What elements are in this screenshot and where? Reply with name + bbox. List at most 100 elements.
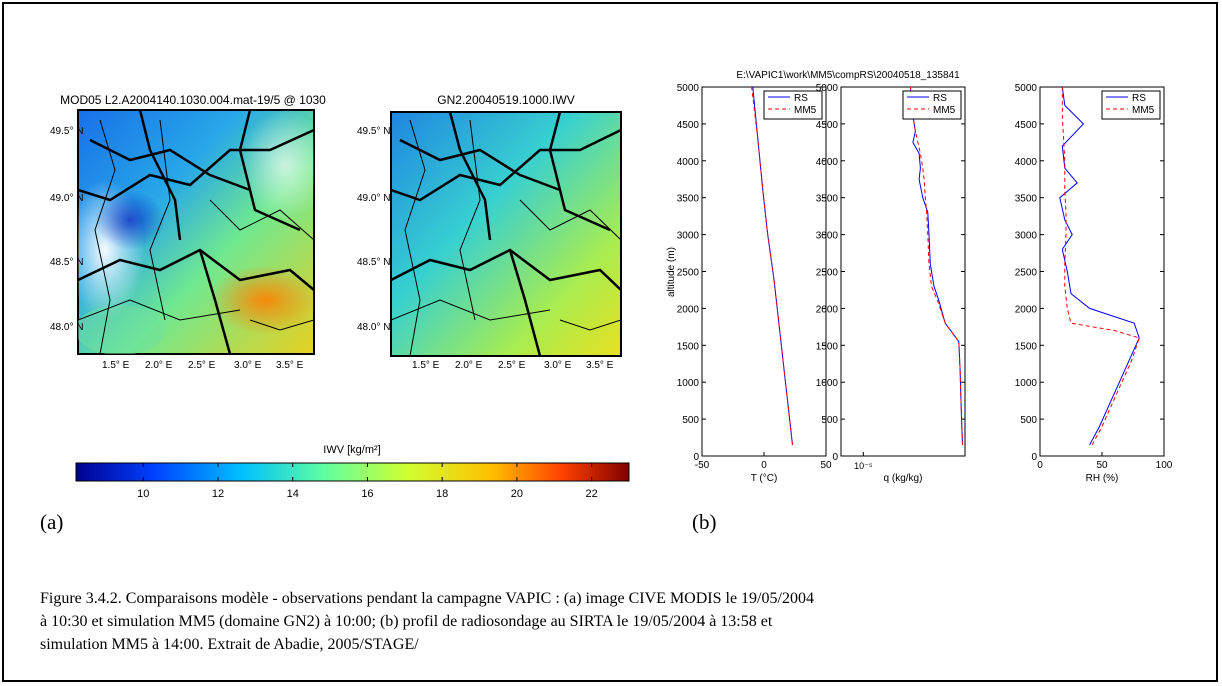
map2-lon-ticks: 1.5° E 2.0° E 2.5° E 3.0° E 3.5° E bbox=[412, 360, 614, 371]
legend-box bbox=[902, 90, 962, 120]
y-tick-label: 3000 bbox=[1015, 231, 1038, 242]
map2-title: GN2.20040519.1000.IWV bbox=[437, 93, 574, 107]
colorbar-tick-label: 20 bbox=[511, 488, 523, 500]
lat-tick: 48.5° N bbox=[50, 257, 83, 268]
profiles-ylabel: altitude (m) bbox=[666, 247, 677, 297]
map1-title: MOD05 L2.A2004140.1030.004.mat-19/5 @ 10… bbox=[60, 93, 326, 107]
lon-tick: 3.5° E bbox=[586, 360, 614, 371]
y-tick-label: 0 bbox=[693, 452, 699, 463]
lon-tick: 2.5° E bbox=[498, 360, 526, 371]
lon-tick: 2.5° E bbox=[188, 360, 216, 371]
modis-iwv-map: MOD05 L2.A2004140.1030.004.mat-19/5 @ 10… bbox=[50, 93, 326, 371]
series-line-mm5 bbox=[751, 86, 793, 445]
y-tick-label: 5000 bbox=[1015, 83, 1038, 94]
lon-tick: 2.0° E bbox=[455, 360, 483, 371]
colorbar-tick-label: 10 bbox=[137, 488, 149, 500]
y-tick-label: 500 bbox=[1020, 415, 1037, 426]
profiles-suptitle: E:\VAPIC1\work\MM5\compRS\20040518_13584… bbox=[736, 70, 960, 81]
y-tick-label: 3000 bbox=[677, 231, 700, 242]
map1-lon-ticks: 1.5° E 2.0° E 2.5° E 3.0° E 3.5° E bbox=[102, 360, 304, 371]
lat-tick: 48.0° N bbox=[357, 322, 390, 333]
lat-tick: 49.0° N bbox=[357, 193, 390, 204]
y-tick-label: 1500 bbox=[677, 341, 700, 352]
profile-plot: 0500100015002000250030003500400045005000… bbox=[816, 83, 966, 484]
x-tick-label: 50 bbox=[820, 460, 832, 471]
x-tick-label: 50 bbox=[1096, 460, 1108, 471]
y-tick-label: 1500 bbox=[1015, 341, 1038, 352]
iwv-colorbar: IWV [kg/m²] 10 12 14 16 18 20 22 bbox=[75, 444, 630, 500]
y-tick-label: 2000 bbox=[816, 304, 839, 315]
lat-tick: 49.5° N bbox=[50, 126, 83, 137]
y-tick-label: 3500 bbox=[677, 194, 700, 205]
y-tick-label: 0 bbox=[832, 452, 838, 463]
y-tick-label: 4000 bbox=[816, 157, 839, 168]
y-tick-label: 1000 bbox=[1015, 378, 1038, 389]
lon-tick: 2.0° E bbox=[145, 360, 173, 371]
colorbar-ticks: 10 12 14 16 18 20 22 bbox=[137, 463, 598, 500]
y-tick-label: 1500 bbox=[816, 341, 839, 352]
y-tick-label: 2000 bbox=[677, 304, 700, 315]
profile-plot: 0500100015002000250030003500400045005000… bbox=[1015, 83, 1173, 484]
x-tick-label: 100 bbox=[1156, 460, 1173, 471]
colorbar-title: IWV [kg/m²] bbox=[323, 444, 380, 456]
lon-tick: 3.0° E bbox=[234, 360, 262, 371]
y-tick-label: 2500 bbox=[816, 268, 839, 279]
x-tick-label: 0 bbox=[761, 460, 767, 471]
panel-a-label: (a) bbox=[40, 510, 64, 534]
x-axis-label: T (°C) bbox=[751, 473, 778, 484]
legend-label: MM5 bbox=[794, 105, 817, 116]
lat-tick: 49.5° N bbox=[357, 126, 390, 137]
profile-plot: 0500100015002000250030003500400045005000… bbox=[677, 83, 832, 484]
y-tick-label: 4000 bbox=[1015, 157, 1038, 168]
map1-lat-ticks: 49.5° N 49.0° N 48.5° N 48.0° N bbox=[50, 126, 83, 333]
y-tick-label: 500 bbox=[821, 415, 838, 426]
lat-tick: 49.0° N bbox=[50, 193, 83, 204]
colorbar-tick-label: 12 bbox=[212, 488, 224, 500]
plot-axes bbox=[1039, 86, 1165, 457]
legend-label: MM5 bbox=[933, 105, 956, 116]
legend-label: RS bbox=[933, 93, 947, 104]
figure-caption: Figure 3.4.2. Comparaisons modèle - obse… bbox=[40, 587, 1180, 656]
lon-tick: 3.5° E bbox=[276, 360, 304, 371]
colorbar-tick-label: 16 bbox=[361, 488, 373, 500]
x-tick-label: 10⁻⁵ bbox=[854, 461, 873, 471]
radiosonde-profiles: E:\VAPIC1\work\MM5\compRS\20040518_13584… bbox=[666, 70, 1173, 484]
colorbar-tick-label: 22 bbox=[586, 488, 598, 500]
x-tick-label: 0 bbox=[1037, 460, 1043, 471]
x-axis-label: q (kg/kg) bbox=[884, 473, 923, 484]
legend-box bbox=[1101, 90, 1161, 120]
series-line-mm5 bbox=[909, 86, 963, 445]
y-tick-label: 3500 bbox=[816, 194, 839, 205]
y-tick-label: 2500 bbox=[1015, 268, 1038, 279]
y-tick-label: 2000 bbox=[1015, 304, 1038, 315]
y-tick-label: 4500 bbox=[1015, 120, 1038, 131]
y-tick-label: 500 bbox=[682, 415, 699, 426]
y-tick-label: 1000 bbox=[816, 378, 839, 389]
x-axis-label: RH (%) bbox=[1086, 473, 1119, 484]
lon-tick: 1.5° E bbox=[412, 360, 440, 371]
mm5-iwv-map: GN2.20040519.1000.IWV 49.5° N 49.0° N bbox=[357, 93, 622, 371]
lat-tick: 48.0° N bbox=[50, 322, 83, 333]
caption-line: simulation MM5 à 14:00. Extrait de Abadi… bbox=[40, 636, 419, 653]
colorbar-tick-label: 14 bbox=[287, 488, 299, 500]
series-line-rs bbox=[1059, 86, 1140, 446]
panel-b-label: (b) bbox=[692, 510, 717, 534]
lon-tick: 3.0° E bbox=[544, 360, 572, 371]
y-tick-label: 5000 bbox=[816, 83, 839, 94]
y-tick-label: 4000 bbox=[677, 157, 700, 168]
y-tick-label: 5000 bbox=[677, 83, 700, 94]
y-tick-label: 3500 bbox=[1015, 194, 1038, 205]
y-tick-label: 4500 bbox=[816, 120, 839, 131]
series-line-mm5 bbox=[1061, 87, 1140, 446]
legend-label: MM5 bbox=[1132, 105, 1155, 116]
map2-lat-ticks: 49.5° N 49.0° N 48.5° N 48.0° N bbox=[357, 126, 390, 333]
y-tick-label: 0 bbox=[1031, 452, 1037, 463]
lon-tick: 1.5° E bbox=[102, 360, 130, 371]
plot-axes bbox=[840, 86, 966, 457]
caption-line: à 10:30 et simulation MM5 (domaine GN2) … bbox=[40, 613, 773, 630]
